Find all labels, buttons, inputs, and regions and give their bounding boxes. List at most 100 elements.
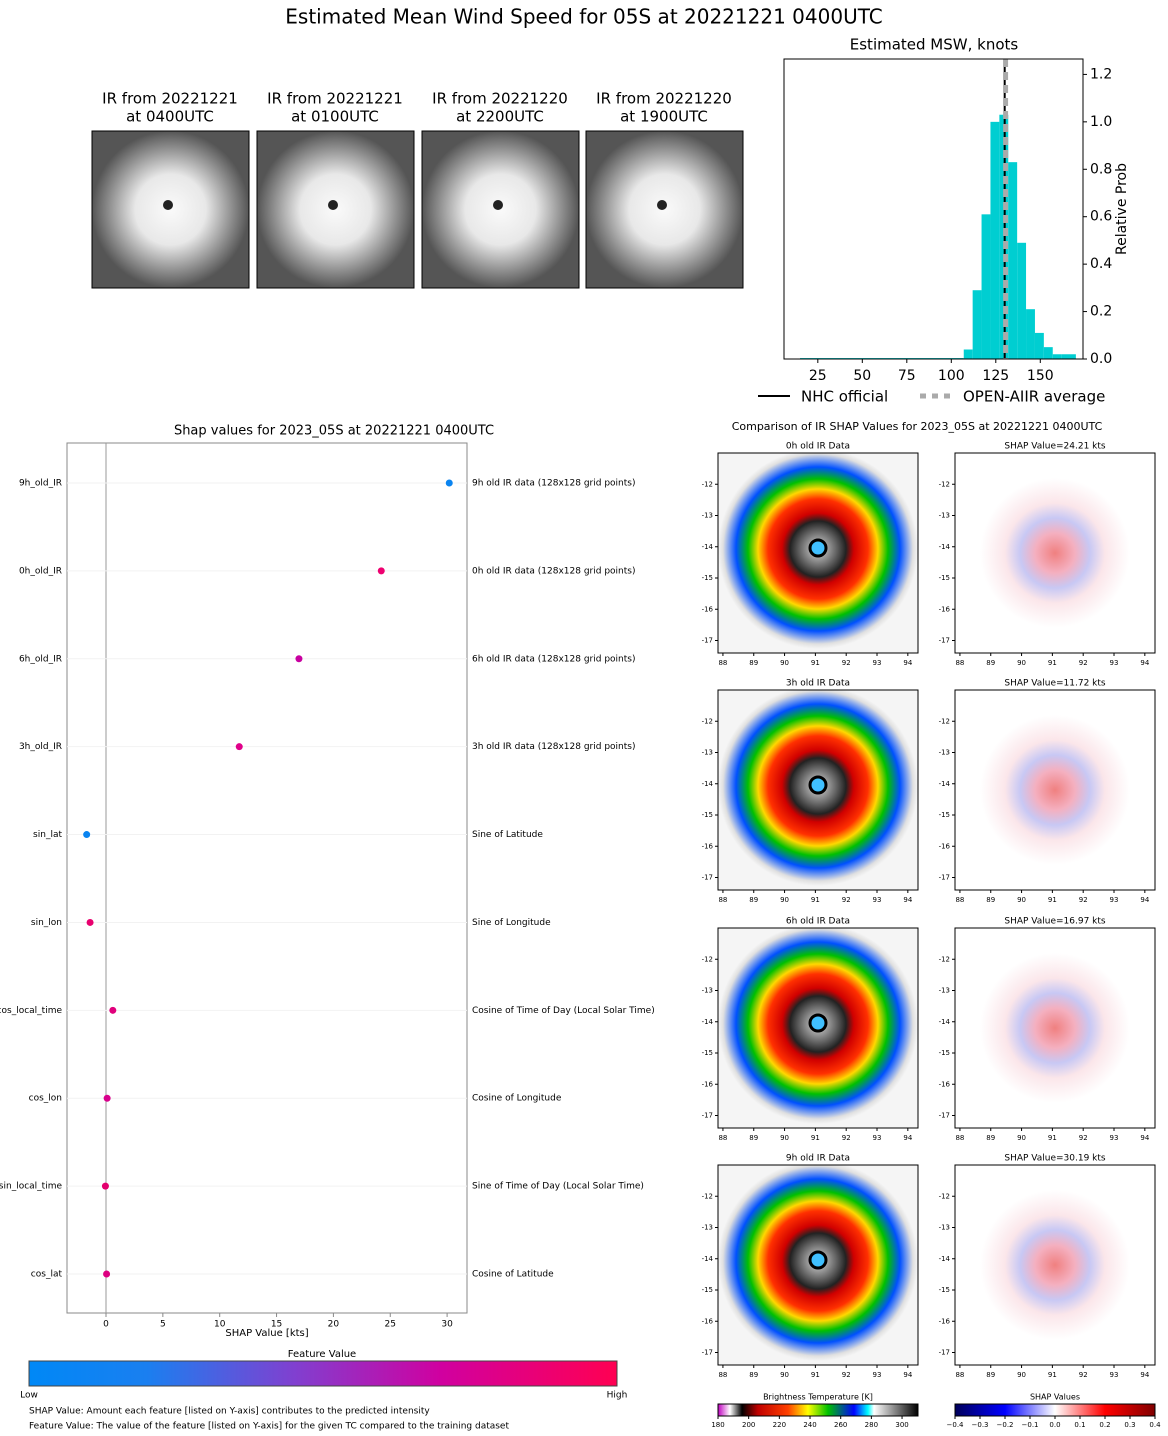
- ir-caption: at 2200UTC: [456, 108, 544, 126]
- panel-title: SHAP Value=16.97 kts: [1004, 917, 1106, 927]
- colorbar-tick-label: 0.0: [1049, 1421, 1060, 1429]
- y-tick-label: -15: [702, 811, 713, 819]
- y-tick-label: -16: [939, 1317, 951, 1325]
- feature-label: 9h_old_IR: [19, 479, 62, 489]
- figure-title: Estimated Mean Wind Speed for 05S at 202…: [285, 5, 882, 29]
- y-tick-label: -15: [702, 1049, 713, 1057]
- y-tick-label: -16: [702, 1080, 714, 1088]
- y-tick-label: -15: [939, 811, 950, 819]
- x-tick-label: 89: [986, 1371, 995, 1379]
- x-tick-label: 90: [1017, 1371, 1026, 1379]
- y-tick-label: -13: [702, 749, 713, 757]
- shap-image: [954, 689, 1156, 891]
- x-tick-label: 90: [780, 1371, 789, 1379]
- x-tick-label: 25: [809, 368, 827, 384]
- colorbar-tick-label: 260: [834, 1421, 847, 1429]
- y-tick-label: -17: [939, 637, 950, 645]
- x-tick-label: 90: [1017, 659, 1026, 667]
- y-tick-label: -12: [939, 717, 950, 725]
- x-tick-label: 94: [903, 1134, 912, 1142]
- hist-bar: [1043, 347, 1053, 359]
- x-tick-label: 93: [1110, 659, 1119, 667]
- ir-image: [421, 130, 580, 289]
- colorbar-tick-label: 220: [773, 1421, 786, 1429]
- feature-colorbar: [28, 1360, 618, 1387]
- plot-frame: [66, 442, 468, 1314]
- legend-label: OPEN-AIIR average: [963, 388, 1105, 406]
- x-tick-label: 89: [749, 1134, 758, 1142]
- colorbar-tick-label: 200: [742, 1421, 755, 1429]
- x-tick-label: 89: [986, 1134, 995, 1142]
- hist-bar: [972, 290, 982, 359]
- shap-image: [954, 1164, 1156, 1366]
- y-tick-label: -17: [939, 874, 950, 882]
- x-tick-label: 94: [903, 659, 912, 667]
- y-tick-label: -12: [702, 480, 713, 488]
- y2-tick-label: 0.4: [1090, 256, 1112, 272]
- panel-title: 6h old IR Data: [786, 917, 850, 927]
- feature-description: Cosine of Longitude: [472, 1094, 562, 1104]
- colorbar-tick-label: 0.2: [1099, 1421, 1110, 1429]
- y2-tick-label: 0.6: [1090, 209, 1112, 225]
- feature-description: Sine of Time of Day (Local Solar Time): [472, 1182, 644, 1192]
- x-tick-label: 88: [718, 1371, 727, 1379]
- y2-tick-label: 0.0: [1090, 351, 1112, 367]
- x-tick-label: 5: [160, 1320, 166, 1330]
- y-tick-label: -14: [702, 543, 714, 551]
- feature-description: 3h old IR data (128x128 grid points): [472, 742, 635, 752]
- hist-bar: [1034, 332, 1044, 359]
- x-tick-label: 150: [1027, 368, 1054, 384]
- y-tick-label: -13: [702, 512, 713, 520]
- x-tick-label: 91: [811, 1371, 820, 1379]
- plot-frame: [783, 58, 1084, 360]
- colorbar-title: SHAP Values: [1030, 1393, 1080, 1402]
- y-tick-label: -12: [702, 1192, 713, 1200]
- hist-bar: [1061, 354, 1076, 359]
- shap-dot: [101, 1182, 109, 1190]
- hist-bar: [990, 121, 1000, 359]
- y-tick-label: -17: [702, 1112, 713, 1120]
- feature-description: Cosine of Latitude: [472, 1270, 554, 1280]
- ir-image: [256, 130, 415, 289]
- x-tick-label: 89: [749, 896, 758, 904]
- y-tick-label: -17: [939, 1349, 950, 1357]
- x-tick-label: 88: [955, 1134, 964, 1142]
- y-tick-label: -17: [939, 1112, 950, 1120]
- y-tick-label: -14: [939, 543, 951, 551]
- colorbar-tick-label: 0.4: [1149, 1421, 1161, 1429]
- x-tick-label: 92: [842, 1134, 851, 1142]
- feature-label: 3h_old_IR: [19, 742, 62, 752]
- colorbar-high: High: [607, 1391, 628, 1401]
- x-tick-label: 20: [328, 1320, 340, 1330]
- hist-title: Estimated MSW, knots: [850, 36, 1019, 54]
- x-tick-label: 25: [385, 1320, 396, 1330]
- y-tick-label: -12: [939, 1192, 950, 1200]
- x-tick-label: 50: [853, 368, 871, 384]
- colorbar-tick-label: 180: [711, 1421, 724, 1429]
- panel-title: SHAP Value=24.21 kts: [1004, 442, 1106, 452]
- shap-title: Shap values for 2023_05S at 20221221 040…: [174, 424, 494, 439]
- y-tick-label: -16: [702, 842, 714, 850]
- y-tick-label: -13: [702, 1224, 713, 1232]
- feature-label: cos_lon: [29, 1094, 62, 1104]
- x-tick-label: 90: [780, 896, 789, 904]
- y-tick-label: -12: [939, 480, 950, 488]
- y-tick-label: -13: [939, 512, 950, 520]
- shap-dot: [109, 1006, 117, 1014]
- y-tick-label: -15: [939, 1286, 950, 1294]
- ir-image: [91, 130, 250, 289]
- colorbar-title: Brightness Temperature [K]: [763, 1393, 873, 1402]
- colorbar-tick-label: −0.2: [997, 1421, 1014, 1429]
- ir-caption: IR from 20221220: [596, 90, 732, 108]
- y-tick-label: -15: [939, 1049, 950, 1057]
- shap-dot: [235, 743, 243, 751]
- colorbar-low: Low: [20, 1391, 38, 1401]
- y-tick-label: -12: [702, 717, 713, 725]
- colorbar-tick-label: −0.3: [972, 1421, 989, 1429]
- y-tick-label: -16: [939, 605, 951, 613]
- colorbar-tick-label: 300: [895, 1421, 908, 1429]
- x-tick-label: 100: [938, 368, 965, 384]
- x-tick-label: 91: [811, 659, 820, 667]
- y-tick-label: -16: [702, 1317, 714, 1325]
- eye: [808, 1013, 828, 1033]
